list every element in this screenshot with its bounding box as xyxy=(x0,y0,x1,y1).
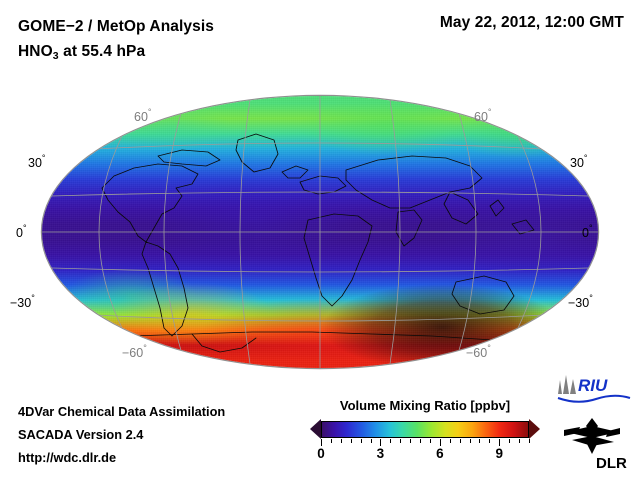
colorbar-minor-tick xyxy=(350,439,352,443)
lat-label-right-m60: −60° xyxy=(466,343,491,361)
colorbar-major-tick xyxy=(499,439,501,446)
colorbar-minor-tick xyxy=(400,439,402,443)
colorbar-low-cap-arrow-icon xyxy=(310,419,321,439)
degree-symbol: ° xyxy=(589,293,593,303)
riu-towers-icon xyxy=(558,375,576,394)
colorbar-minor-tick xyxy=(420,439,422,443)
degree-symbol: ° xyxy=(22,223,27,233)
colorbar-minor-tick xyxy=(330,439,332,443)
colorbar-gradient xyxy=(321,420,529,438)
colorbar-minor-tick xyxy=(489,439,491,443)
lat-label-left-m30: −30° xyxy=(10,293,35,311)
dlr-logo-graphic: DLR xyxy=(564,418,627,472)
colorbar-minor-tick xyxy=(370,439,372,443)
colorbar-minor-tick xyxy=(449,439,451,443)
colorbar-minor-tick xyxy=(469,439,471,443)
map-panel: 60° 30° 0° −30° −60° 60° 30° 0° −30° −60… xyxy=(10,88,608,378)
degree-symbol: ° xyxy=(588,223,593,233)
colorbar-minor-tick xyxy=(390,439,392,443)
degree-symbol: ° xyxy=(31,293,35,303)
riu-logo-graphic: RIU xyxy=(557,375,631,403)
datestamp: May 22, 2012, 12:00 GMT xyxy=(439,14,624,31)
colorbar-row xyxy=(310,419,540,439)
degree-symbol: ° xyxy=(487,107,492,117)
colorbar-minor-tick xyxy=(479,439,481,443)
degree-symbol: ° xyxy=(147,107,152,117)
colorbar-minor-tick xyxy=(360,439,362,443)
degree-symbol: ° xyxy=(583,153,588,163)
lat-label-left-60: 60° xyxy=(134,107,152,125)
globe-wrap: 60° 30° 0° −30° −60° 60° 30° 0° −30° −60… xyxy=(10,96,598,368)
coastline-paths xyxy=(81,133,559,355)
colorbar-major-tick xyxy=(321,439,322,446)
colorbar-tick-label: 9 xyxy=(495,446,504,461)
colorbar-minor-tick xyxy=(529,439,530,443)
species-subscript: 3 xyxy=(52,50,59,62)
colorbar-minor-tick xyxy=(459,439,461,443)
riu-swoosh-icon xyxy=(557,394,631,403)
footer-text-block: 4DVar Chemical Data Assimilation SACADA … xyxy=(18,400,225,469)
lat-label-right-m30: −30° xyxy=(568,293,593,311)
colorbar-ticks xyxy=(321,439,530,446)
degree-symbol: ° xyxy=(487,343,491,353)
colorbar-title: Volume Mixing Ratio [ppbv] xyxy=(339,398,511,413)
page-title: GOME−2 / MetOp Analysis xyxy=(18,14,214,39)
riu-logo-text: RIU xyxy=(578,376,608,395)
riu-logo: RIU xyxy=(556,372,632,404)
degree-symbol: ° xyxy=(143,343,147,353)
colorbar-major-tick xyxy=(439,439,441,446)
colorbar-tick-label: 6 xyxy=(436,446,444,461)
colorbar-tick-labels: 0 3 6 9 xyxy=(317,446,529,464)
colorbar-minor-tick xyxy=(340,439,342,443)
colorbar-minor-tick xyxy=(410,439,412,443)
lat-label-right-0: 0° xyxy=(582,223,593,241)
colorbar-tick-label: 0 xyxy=(317,446,325,461)
lat-label-left-30: 30° xyxy=(28,153,46,171)
footer-line-url[interactable]: http://wdc.dlr.de xyxy=(18,450,117,465)
dlr-mark-icon xyxy=(564,418,620,454)
lat-label-left-m60: −60° xyxy=(122,343,147,361)
footer-line-method: 4DVar Chemical Data Assimilation xyxy=(18,404,226,419)
colorbar-minor-tick xyxy=(519,439,521,443)
page-title-text: GOME−2 / MetOp Analysis xyxy=(18,18,214,35)
coastlines-layer xyxy=(81,133,559,355)
title-block: GOME−2 / MetOp Analysis HNO3 at 55.4 hPa xyxy=(18,14,214,66)
footer-line-version: SACADA Version 2.4 xyxy=(18,427,144,442)
lat-label-right-60: 60° xyxy=(474,107,492,125)
colorbar-minor-tick xyxy=(429,439,431,443)
colorbar-major-tick xyxy=(380,439,382,446)
colorbar-tick-label: 3 xyxy=(376,446,385,461)
page-subtitle: HNO3 at 55.4 hPa xyxy=(18,39,214,66)
degree-symbol: ° xyxy=(41,153,46,163)
dlr-logo: DLR xyxy=(562,416,634,472)
colorbar-minor-tick xyxy=(509,439,511,443)
colorbar-high-cap-arrow-icon xyxy=(529,419,540,439)
map-globe xyxy=(42,96,598,368)
species-label: HNO xyxy=(18,43,53,60)
colorbar: Volume Mixing Ratio [ppbv] 0 3 6 9 xyxy=(310,398,540,464)
lat-label-right-30: 30° xyxy=(570,153,588,171)
lat-label-left-0: 0° xyxy=(16,223,27,241)
dlr-logo-text: DLR xyxy=(596,455,627,472)
pressure-level-label: at 55.4 hPa xyxy=(58,43,146,60)
